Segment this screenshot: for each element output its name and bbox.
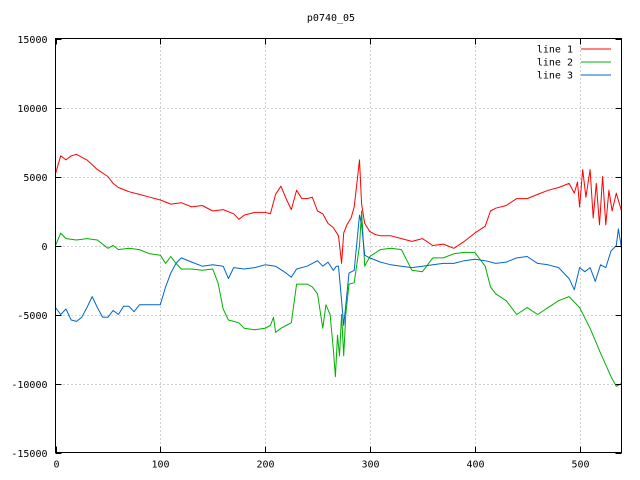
series-lines — [55, 153, 622, 387]
y-tick-label: 15000 — [17, 35, 47, 46]
x-tick-label: 300 — [361, 460, 379, 471]
y-axis: -15000 -10000 -5000 0 5000 10000 15000 — [11, 35, 622, 460]
series-line-1 — [55, 153, 622, 264]
y-tick-label: -10000 — [11, 380, 47, 391]
grid — [55, 38, 622, 453]
y-tick-label: 5000 — [23, 173, 47, 184]
legend-label: line 2 — [537, 58, 573, 69]
x-axis: 0 100 200 300 400 500 — [53, 38, 590, 471]
legend-label: line 1 — [537, 45, 573, 56]
x-tick-label: 100 — [151, 460, 169, 471]
legend: line 1 line 2 line 3 — [537, 45, 611, 82]
x-tick-label: 400 — [466, 460, 484, 471]
chart-title: p0740_05 — [307, 13, 355, 24]
x-tick-label: 500 — [571, 460, 589, 471]
series-line-3 — [55, 214, 622, 326]
series-line-2 — [55, 210, 622, 387]
legend-label: line 3 — [537, 71, 573, 82]
y-tick-label: 10000 — [17, 104, 47, 115]
y-tick-label: -15000 — [11, 449, 47, 460]
x-tick-label: 0 — [53, 460, 59, 471]
x-tick-label: 200 — [256, 460, 274, 471]
y-tick-label: 0 — [41, 242, 47, 253]
y-tick-label: -5000 — [17, 311, 47, 322]
plot-frame — [55, 38, 622, 453]
